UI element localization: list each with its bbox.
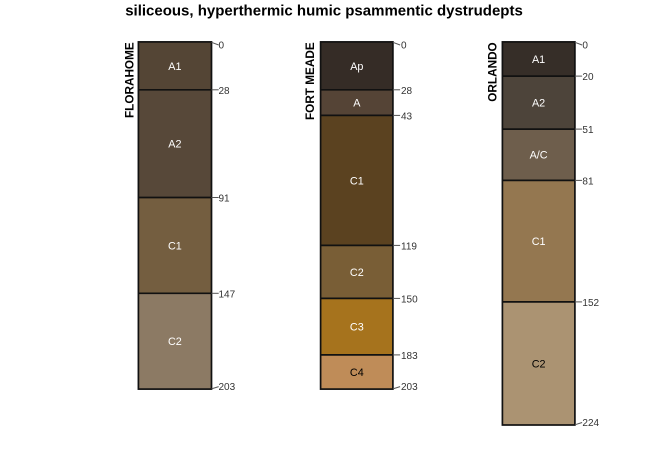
svg-text:152: 152	[582, 298, 599, 309]
svg-text:43: 43	[401, 112, 413, 123]
svg-text:28: 28	[401, 86, 413, 97]
svg-text:203: 203	[401, 382, 418, 393]
svg-text:81: 81	[582, 177, 594, 188]
svg-text:119: 119	[401, 242, 417, 253]
svg-text:C1: C1	[350, 175, 364, 187]
svg-text:C2: C2	[350, 267, 364, 279]
svg-text:Ap: Ap	[350, 61, 363, 73]
svg-text:A: A	[353, 98, 361, 110]
svg-text:siliceous, hyperthermic humic: siliceous, hyperthermic humic psammentic…	[125, 3, 523, 20]
svg-text:A/C: A/C	[530, 150, 548, 162]
svg-text:224: 224	[582, 418, 599, 429]
svg-text:A1: A1	[532, 54, 545, 66]
svg-text:203: 203	[219, 382, 236, 393]
svg-text:51: 51	[582, 125, 594, 136]
svg-text:0: 0	[582, 40, 588, 51]
svg-text:FLORAHOME: FLORAHOME	[123, 42, 136, 118]
svg-text:91: 91	[219, 194, 231, 205]
svg-text:A2: A2	[532, 98, 545, 110]
svg-text:C2: C2	[532, 358, 546, 370]
svg-text:C1: C1	[168, 240, 182, 252]
svg-text:C1: C1	[532, 236, 546, 248]
svg-text:C4: C4	[350, 367, 364, 379]
svg-text:150: 150	[401, 295, 418, 306]
svg-text:FORT MEADE: FORT MEADE	[304, 42, 317, 120]
svg-text:C2: C2	[168, 336, 182, 348]
svg-text:ORLANDO: ORLANDO	[486, 42, 499, 101]
svg-text:28: 28	[219, 86, 231, 97]
svg-text:20: 20	[582, 72, 594, 83]
svg-text:A1: A1	[168, 61, 181, 73]
svg-text:A2: A2	[168, 139, 181, 151]
svg-text:183: 183	[401, 351, 418, 362]
svg-text:0: 0	[219, 40, 225, 51]
svg-text:C3: C3	[350, 322, 364, 334]
svg-text:0: 0	[401, 40, 407, 51]
svg-text:147: 147	[219, 289, 236, 300]
